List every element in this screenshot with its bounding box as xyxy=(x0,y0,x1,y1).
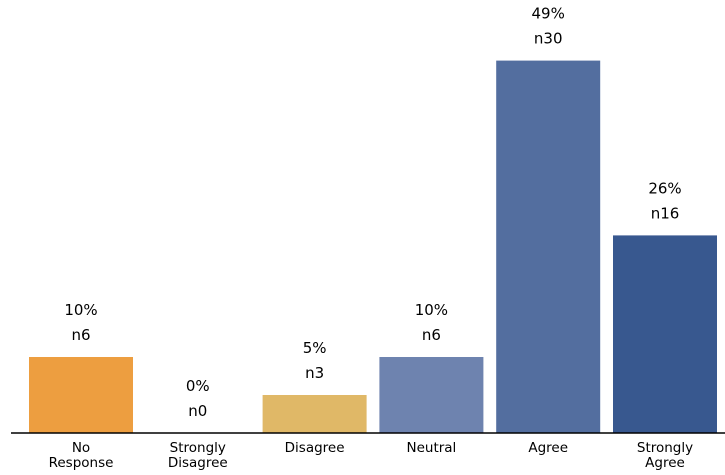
count-label-2: n3 xyxy=(305,364,324,382)
bars-group xyxy=(29,60,717,433)
percent-label-5: 26% xyxy=(648,179,681,197)
bar-5 xyxy=(613,235,717,433)
bar-2 xyxy=(262,395,367,433)
data-labels-group: 10% n6 0% n0 5% n3 10% n6 49% n30 26% n16 xyxy=(64,5,681,420)
x-tick-label-2: Disagree xyxy=(285,440,345,456)
x-tick-label-0: No Response xyxy=(49,440,114,471)
percent-label-1: 0% xyxy=(186,377,210,395)
count-label-1: n0 xyxy=(188,402,207,420)
bar-3 xyxy=(379,357,484,433)
bar-4 xyxy=(496,60,601,433)
percent-label-3: 10% xyxy=(415,301,448,319)
count-label-0: n6 xyxy=(71,326,90,344)
count-label-5: n16 xyxy=(651,204,680,222)
percent-label-4: 49% xyxy=(532,5,565,23)
x-tick-label-3: Neutral xyxy=(406,440,456,456)
count-label-3: n6 xyxy=(422,326,441,344)
x-tick-label-1: Strongly Disagree xyxy=(168,440,228,471)
bar-0 xyxy=(29,357,133,433)
count-label-4: n30 xyxy=(534,30,563,48)
percent-label-2: 5% xyxy=(303,339,327,357)
percent-label-0: 10% xyxy=(64,301,97,319)
x-tick-label-5: Strongly Agree xyxy=(637,440,693,471)
x-tick-label-4: Agree xyxy=(528,440,568,456)
x-tick-labels-group: No Response Strongly Disagree Disagree Neutra… xyxy=(49,440,694,471)
